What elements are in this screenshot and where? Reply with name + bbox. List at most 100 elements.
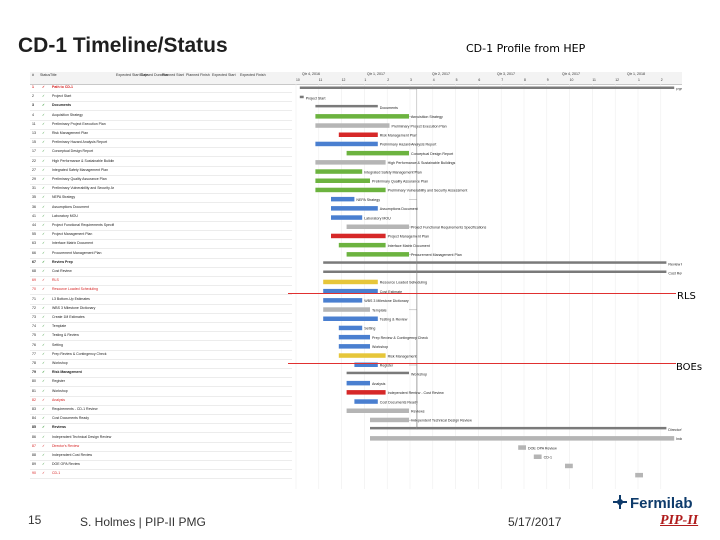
row-id: 29 — [32, 177, 36, 181]
column-header: Expected Start — [212, 73, 236, 77]
row-id: 2 — [32, 94, 34, 99]
row-title: Preliminary Vulnerability and Security A… — [52, 186, 114, 191]
bar-label: Project Management Plan — [388, 235, 429, 239]
table-row[interactable]: 4 ✓ Acquisition Strategy — [30, 112, 292, 121]
table-row[interactable]: 63 ✓ Interface Matrix Document — [30, 240, 292, 250]
gantt-bar — [346, 150, 409, 156]
table-row[interactable]: 84 ✓ Cost Documents Ready — [30, 415, 292, 425]
table-row[interactable]: 67 ✓ Review Prep — [30, 259, 292, 268]
status-icon: ✓ — [42, 342, 45, 347]
table-row[interactable]: 2 ✓ Project Start — [30, 93, 292, 103]
bar-label: WBS 3 Milestone Dictionary — [364, 299, 409, 303]
bar-label: Documents — [380, 106, 398, 110]
gantt-bar — [323, 279, 378, 285]
status-icon: ✓ — [42, 397, 45, 402]
row-title: CD-1 — [52, 471, 61, 476]
table-row[interactable]: 81 ✓ Workshop — [30, 388, 292, 397]
row-id: 79 — [32, 370, 36, 375]
status-icon: ✓ — [42, 94, 45, 99]
row-title: Prep Review & Contingency Check — [52, 351, 107, 356]
table-row[interactable]: 22 ✓ High Performance & Sustainable Buildi… — [30, 158, 292, 167]
table-row[interactable]: 1 ✓ Path to CD-1 — [30, 84, 292, 93]
gantt-bar — [518, 445, 526, 450]
table-row[interactable]: 13 ✓ Risk Management Plan — [30, 130, 292, 139]
row-title: Preliminary Quality Assurance Plan — [52, 177, 107, 181]
row-id: 73 — [32, 315, 36, 319]
gantt-bar — [323, 307, 370, 312]
table-row[interactable]: 74 ✓ Template — [30, 323, 292, 333]
table-row[interactable]: 11 ✓ Preliminary Project Execution Plan — [30, 121, 292, 130]
table-row[interactable]: 3 ✓ Documents — [30, 102, 292, 112]
column-header: Planned Start — [162, 73, 184, 77]
gantt-bar — [331, 215, 363, 220]
row-title: Conceptual Design Report — [52, 149, 94, 154]
table-row[interactable]: 87 ✓ Director's Review — [30, 443, 292, 452]
gantt-bar — [331, 233, 386, 239]
table-row[interactable]: 68 ✓ Cost Review — [30, 268, 292, 277]
row-title: Requirements - CD-1 Review — [52, 407, 98, 411]
row-title: Testing & Review — [52, 333, 79, 338]
row-title: Integrated Safety Management Plan — [52, 167, 109, 172]
status-icon: ✓ — [42, 296, 45, 301]
bar-label: Setting — [364, 327, 375, 331]
table-row[interactable]: 15 ✓ Preliminary Hazard Analysis Report — [30, 139, 292, 149]
table-row[interactable]: 36 ✓ Assumptions Document — [30, 204, 292, 213]
row-id: 55 — [32, 232, 36, 237]
table-row[interactable]: 88 ✓ Independent Cost Review — [30, 452, 292, 461]
table-row[interactable]: 69 ✓ RLS — [30, 277, 292, 287]
gantt-bar — [323, 316, 378, 321]
table-row[interactable]: 82 ✓ Analysis — [30, 397, 292, 406]
table-row[interactable]: 75 ✓ Testing & Review — [30, 332, 292, 342]
table-row[interactable]: 73 ✓ Create 1M Estimates — [30, 314, 292, 323]
table-row[interactable]: 79 ✓ Risk Management — [30, 369, 292, 379]
table-row[interactable]: 66 ✓ Procurement Management Plan — [30, 250, 292, 259]
row-title: Independent Technical Design Review — [52, 434, 112, 439]
status-icon: ✓ — [42, 361, 45, 365]
fermilab-logo-text: Fermilab — [630, 495, 693, 512]
status-icon: ✓ — [42, 241, 45, 246]
timeline-month: 11 — [592, 78, 596, 82]
table-row[interactable]: 44 ✓ Project Functional Requirements Speci… — [30, 222, 292, 231]
bar-label: Cost Documents Ready — [380, 400, 418, 404]
table-row[interactable]: 27 ✓ Integrated Safety Management Plan — [30, 167, 292, 176]
row-id: 83 — [32, 407, 36, 411]
table-row[interactable]: 77 ✓ Prep Review & Contingency Check — [30, 351, 292, 360]
table-row[interactable]: 86 ✓ Independent Technical Design Review — [30, 434, 292, 443]
row-title: Procurement Management Plan — [52, 250, 102, 255]
status-icon: ✓ — [42, 232, 45, 237]
status-icon: ✓ — [42, 324, 45, 329]
bar-label: NEPA Strategy — [356, 198, 380, 202]
status-icon: ✓ — [42, 370, 45, 375]
table-row[interactable]: 29 ✓ Preliminary Quality Assurance Plan — [30, 176, 292, 185]
gantt-bar — [331, 196, 355, 202]
table-row[interactable]: 83 ✓ Requirements - CD-1 Review — [30, 406, 292, 415]
table-row[interactable]: 89 ✓ DOE OPA Review — [30, 461, 292, 471]
table-row[interactable]: 85 ✓ Reviews — [30, 424, 292, 434]
bar-label: Risk Management — [388, 354, 417, 358]
status-icon: ✓ — [42, 121, 45, 126]
bar-label: Prep Review & Contingency Check — [372, 336, 428, 340]
fermilab-logo: Fermilab PIP-II — [610, 493, 720, 540]
table-row[interactable]: 76 ✓ Setting — [30, 342, 292, 351]
row-title: Interface Matrix Document — [52, 241, 94, 246]
table-row[interactable]: 70 ✓ Resource Loaded Scheduling — [30, 286, 292, 296]
table-row[interactable]: 17 ✓ Conceptual Design Report — [30, 148, 292, 158]
table-row[interactable]: 55 ✓ Project Management Plan — [30, 231, 292, 241]
table-row[interactable]: 31 ✓ Preliminary Vulnerability and Securit… — [30, 185, 292, 195]
gantt-bar — [346, 252, 409, 257]
table-row[interactable]: 80 ✓ Register — [30, 378, 292, 388]
bar-label: Preliminary Vulnerability and Security A… — [388, 189, 468, 193]
gantt-bar — [323, 270, 667, 273]
table-row[interactable]: 90 ✓ CD-1 — [30, 470, 292, 480]
table-row[interactable]: 35 ✓ NEPA Strategy — [30, 194, 292, 204]
table-row[interactable]: 41 ✓ Laboratory MOU — [30, 213, 292, 222]
row-id: 3 — [32, 103, 34, 108]
bar-label: Assumptions Document — [380, 207, 418, 211]
table-row[interactable]: 78 ✓ Workshop — [30, 360, 292, 369]
row-id: 85 — [32, 425, 36, 430]
table-row[interactable]: 72 ✓ WBS 3 Milestone Dictionary — [30, 305, 292, 314]
table-row[interactable]: 71 ✓ L3 Bottom-Up Estimates — [30, 296, 292, 305]
status-icon: ✓ — [42, 259, 45, 264]
slide-title: CD-1 Timeline/Status — [18, 34, 228, 57]
status-icon: ✓ — [42, 250, 45, 255]
